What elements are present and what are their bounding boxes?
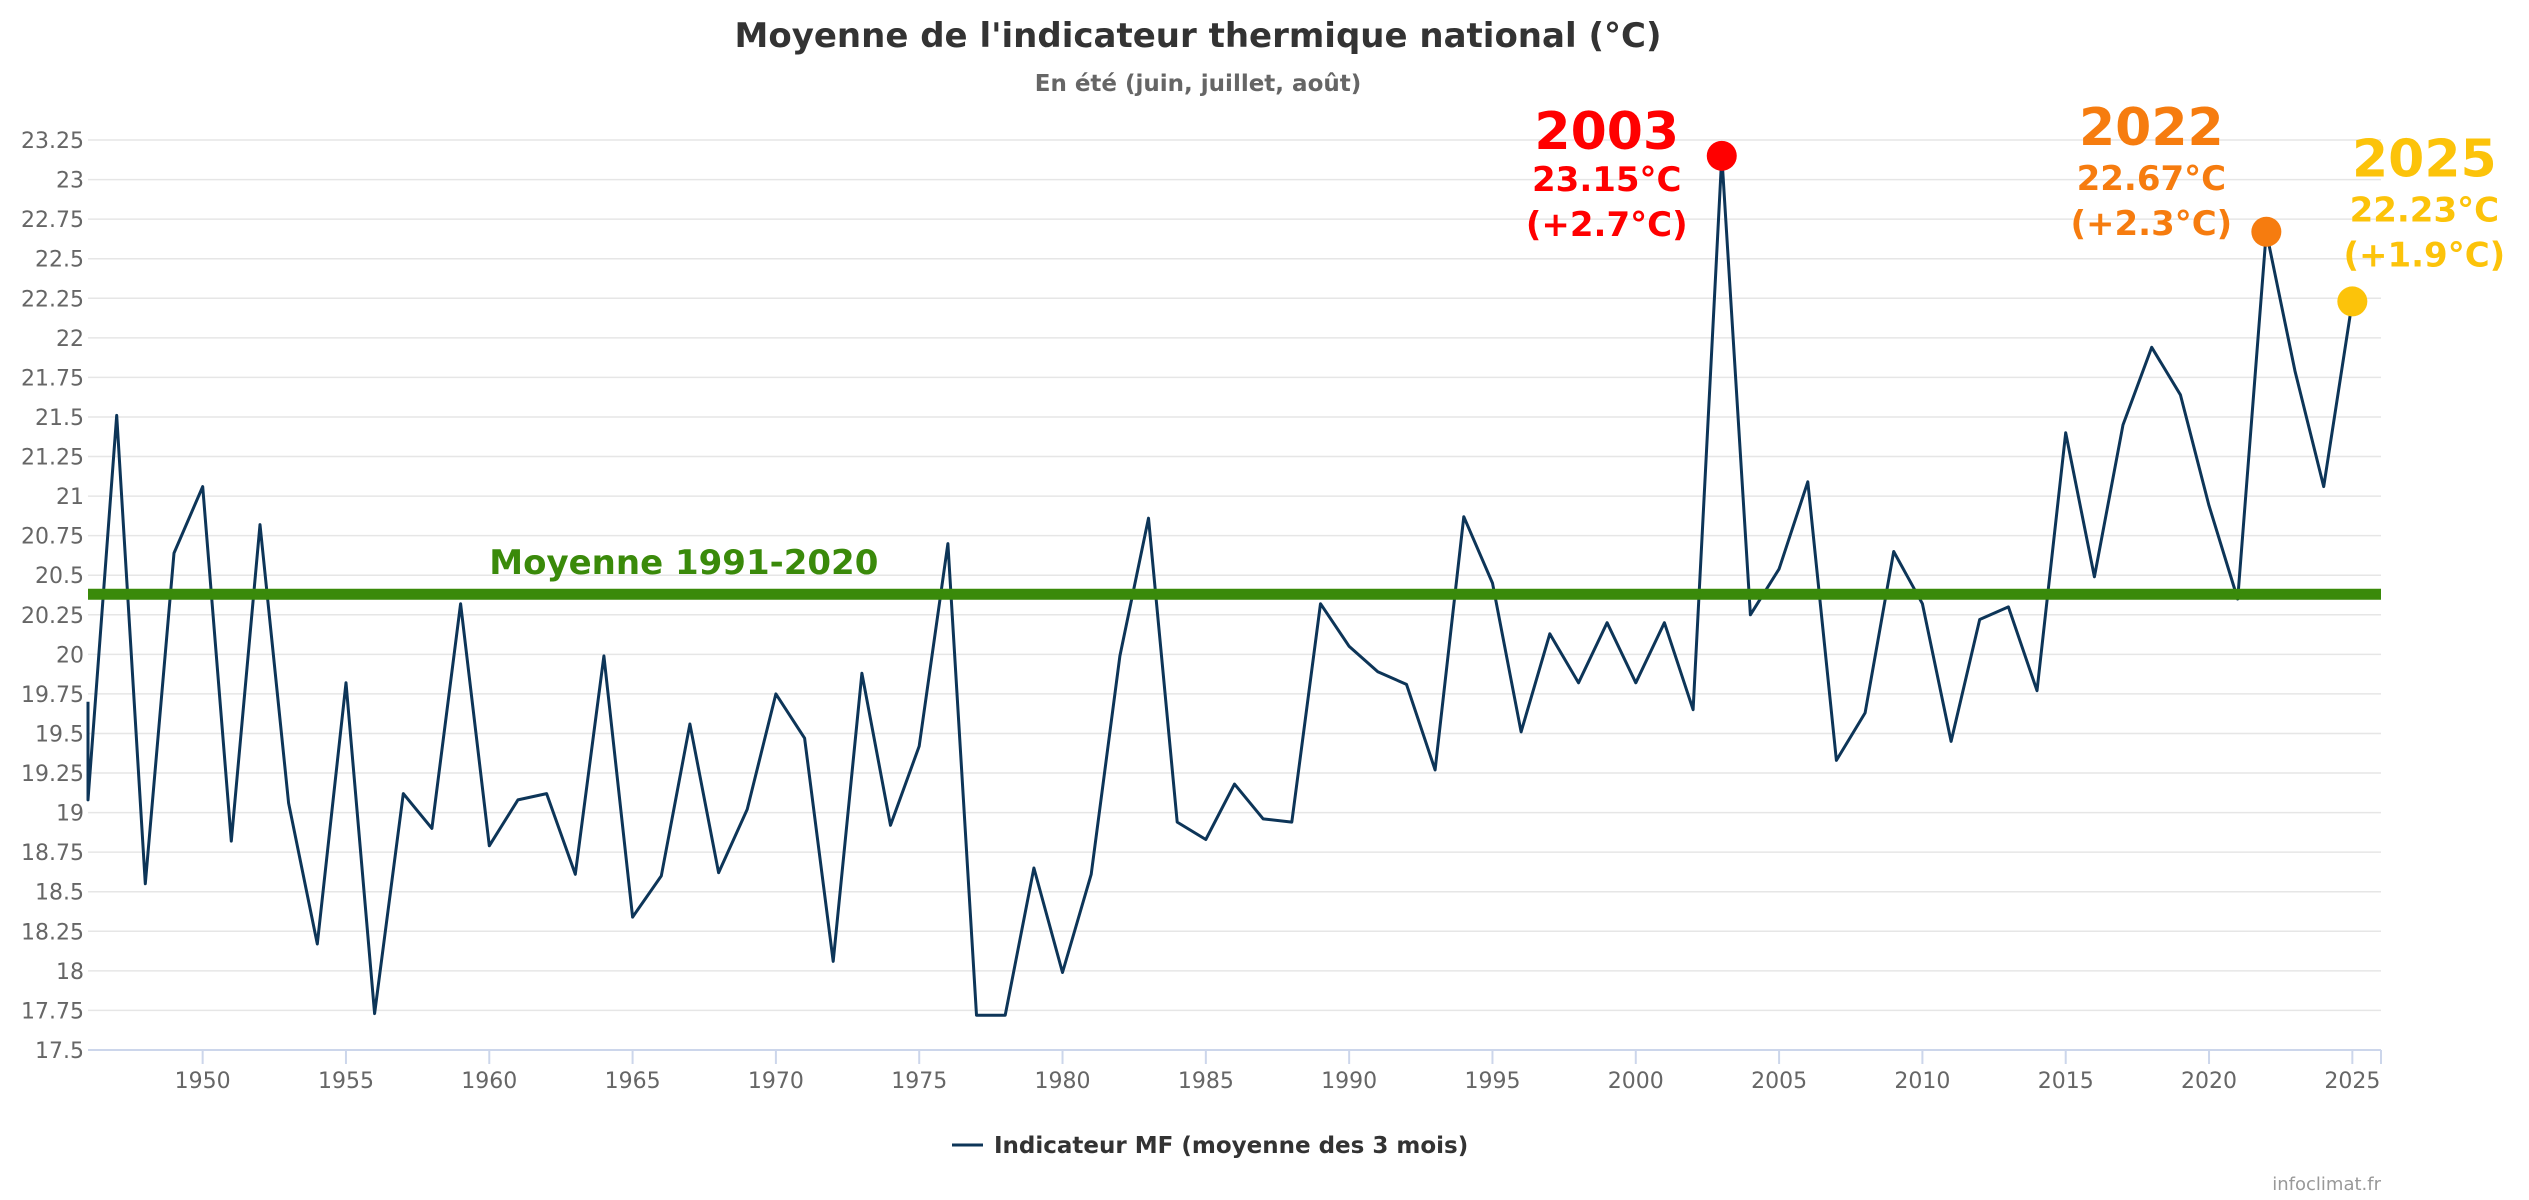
y-tick-label: 18.75 <box>21 841 84 866</box>
y-tick-label: 19 <box>56 802 84 827</box>
x-tick-label: 1995 <box>1464 1069 1520 1094</box>
x-tick-label: 1965 <box>605 1069 661 1094</box>
annotation-point[interactable] <box>2337 286 2368 317</box>
y-tick-label: 18.5 <box>35 881 84 906</box>
y-tick-label: 18 <box>56 960 84 985</box>
y-tick-label: 21.25 <box>21 446 84 471</box>
y-tick-label: 22 <box>56 327 84 352</box>
x-tick-label: 2015 <box>2038 1069 2094 1094</box>
credits[interactable]: infoclimat.fr <box>2272 1174 2381 1195</box>
chart-title: Moyenne de l'indicateur thermique nation… <box>735 16 1662 56</box>
annotation-value: 22.67°C <box>2077 159 2227 199</box>
x-tick-label: 1955 <box>318 1069 374 1094</box>
annotation-point[interactable] <box>1706 140 1737 171</box>
annotation-anomaly: (+2.3°C) <box>2070 204 2232 244</box>
annotation-anomaly: (+1.9°C) <box>2343 235 2505 275</box>
y-tick-label: 23 <box>56 169 84 194</box>
y-tick-label: 22.25 <box>21 287 84 312</box>
annotation-value: 23.15°C <box>1532 160 1682 200</box>
y-tick-label: 20.25 <box>21 604 84 629</box>
annotation-value: 22.23°C <box>2350 190 2500 230</box>
y-tick-label: 19.5 <box>35 722 84 747</box>
x-tick-label: 1960 <box>461 1069 517 1094</box>
reference-line-label: Moyenne 1991-2020 <box>489 543 878 583</box>
y-tick-label: 20.75 <box>21 525 84 550</box>
x-tick-label: 1950 <box>175 1069 231 1094</box>
annotation-point[interactable] <box>2251 216 2282 247</box>
legend[interactable]: Indicateur MF (moyenne des 3 mois) <box>952 1133 1468 1159</box>
y-tick-label: 22.5 <box>35 248 84 273</box>
y-tick-label: 23.25 <box>21 129 84 154</box>
x-tick-label: 2000 <box>1608 1069 1664 1094</box>
y-tick-label: 21.75 <box>21 366 84 391</box>
x-tick-label: 1970 <box>748 1069 804 1094</box>
x-tick-label: 1985 <box>1178 1069 1234 1094</box>
annotation-year: 2025 <box>2352 129 2497 189</box>
y-tick-label: 21 <box>56 485 84 510</box>
y-tick-label: 19.25 <box>21 762 84 787</box>
x-tick-label: 2025 <box>2324 1069 2380 1094</box>
annotation-year: 2022 <box>2079 98 2224 158</box>
y-axis: 17.5 17.75 18 18.25 18.5 18.75 19 19.25 19.5 19.7… <box>21 129 84 1064</box>
series-line[interactable] <box>86 154 2354 1017</box>
y-tick-label: 20.5 <box>35 564 84 589</box>
annotation-year: 2003 <box>1534 102 1679 162</box>
x-axis: 1950 1955 1960 1965 1970 1975 1980 1985 1990 1995… <box>88 1049 2382 1094</box>
y-tick-label: 18.25 <box>21 920 84 945</box>
x-tick-label: 1980 <box>1035 1069 1091 1094</box>
y-grid <box>88 139 2381 1051</box>
y-tick-label: 19.75 <box>21 683 84 708</box>
y-tick-label: 21.5 <box>35 406 84 431</box>
x-tick-label: 1990 <box>1321 1069 1377 1094</box>
y-tick-label: 17.5 <box>35 1039 84 1064</box>
x-tick-label: 2020 <box>2181 1069 2237 1094</box>
chart-subtitle: En été (juin, juillet, août) <box>1035 71 1362 97</box>
y-tick-label: 17.75 <box>21 999 84 1024</box>
x-tick-label: 2005 <box>1751 1069 1807 1094</box>
y-tick-label: 22.75 <box>21 208 84 233</box>
y-tick-label: 20 <box>56 643 84 668</box>
legend-label: Indicateur MF (moyenne des 3 mois) <box>994 1133 1468 1159</box>
x-tick-label: 1975 <box>891 1069 947 1094</box>
annotation-anomaly: (+2.7°C) <box>1526 205 1688 245</box>
x-tick-label: 2010 <box>1894 1069 1950 1094</box>
